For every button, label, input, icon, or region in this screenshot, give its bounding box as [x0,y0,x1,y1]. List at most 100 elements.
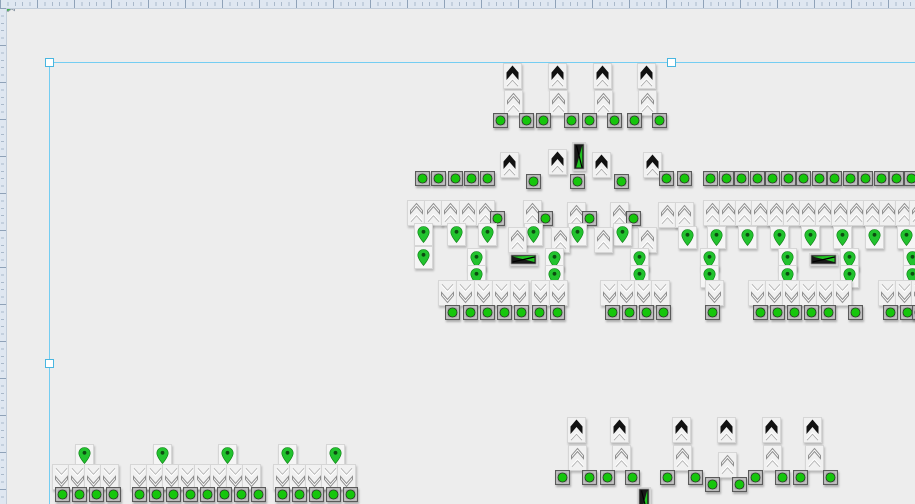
black-chevron-up-icon[interactable] [610,417,629,443]
green-led-icon[interactable] [874,171,889,186]
green-led-icon[interactable] [659,171,674,186]
lever-horizontal-icon[interactable] [509,253,538,266]
green-pin-icon[interactable] [613,223,632,246]
black-chevron-up-icon[interactable] [500,152,519,178]
green-pin-icon[interactable] [897,226,915,249]
green-led-icon[interactable] [200,487,215,502]
green-led-icon[interactable] [464,171,479,186]
green-led-icon[interactable] [132,487,147,502]
green-led-icon[interactable] [904,171,915,186]
green-led-icon[interactable] [497,305,512,320]
green-led-icon[interactable] [526,174,541,189]
green-pin-icon[interactable] [770,226,789,249]
selection-handle-top-left[interactable] [45,58,54,67]
green-led-icon[interactable] [677,171,692,186]
green-led-icon[interactable] [804,305,819,320]
green-pin-icon[interactable] [414,246,433,269]
green-led-icon[interactable] [217,487,232,502]
green-led-icon[interactable] [793,470,808,485]
white-chevron-down-icon[interactable] [474,280,493,306]
green-pin-icon[interactable] [865,226,884,249]
green-led-icon[interactable] [607,113,622,128]
green-pin-icon[interactable] [678,226,697,249]
green-led-icon[interactable] [823,470,838,485]
green-pin-icon[interactable] [568,223,587,246]
black-chevron-up-icon[interactable] [592,152,611,178]
lever-vertical-icon[interactable] [637,487,651,504]
white-chevron-down-icon[interactable] [651,280,670,306]
lever-vertical-icon[interactable] [572,142,586,171]
green-led-icon[interactable] [309,487,324,502]
green-led-icon[interactable] [415,171,430,186]
green-led-icon[interactable] [639,305,654,320]
green-led-icon[interactable] [775,470,790,485]
green-led-icon[interactable] [614,174,629,189]
green-led-icon[interactable] [149,487,164,502]
green-led-icon[interactable] [652,113,667,128]
black-chevron-up-icon[interactable] [567,417,586,443]
green-led-icon[interactable] [787,305,802,320]
green-led-icon[interactable] [570,174,585,189]
green-pin-icon[interactable] [833,226,852,249]
black-chevron-up-icon[interactable] [637,63,656,89]
green-led-icon[interactable] [688,470,703,485]
green-led-icon[interactable] [605,305,620,320]
green-pin-icon[interactable] [707,226,726,249]
green-led-icon[interactable] [448,171,463,186]
green-led-icon[interactable] [275,487,290,502]
green-led-icon[interactable] [770,305,785,320]
green-led-icon[interactable] [821,305,836,320]
white-chevron-up-icon[interactable] [594,227,613,253]
green-led-icon[interactable] [732,477,747,492]
green-led-icon[interactable] [812,171,827,186]
green-led-icon[interactable] [719,171,734,186]
green-pin-icon[interactable] [801,226,820,249]
green-led-icon[interactable] [536,113,551,128]
green-led-icon[interactable] [480,171,495,186]
black-chevron-up-icon[interactable] [548,63,567,89]
green-led-icon[interactable] [166,487,181,502]
white-chevron-up-icon[interactable] [909,200,915,226]
green-led-icon[interactable] [705,305,720,320]
green-led-icon[interactable] [843,171,858,186]
green-led-icon[interactable] [796,171,811,186]
green-led-icon[interactable] [550,305,565,320]
green-led-icon[interactable] [753,305,768,320]
green-led-icon[interactable] [660,470,675,485]
black-chevron-up-icon[interactable] [593,63,612,89]
selection-handle-top-center[interactable] [667,58,676,67]
white-chevron-down-icon[interactable] [510,280,529,306]
green-pin-icon[interactable] [738,226,757,249]
green-pin-icon[interactable] [414,223,433,246]
green-led-icon[interactable] [431,171,446,186]
green-led-icon[interactable] [827,171,842,186]
green-led-icon[interactable] [519,113,534,128]
lever-horizontal-icon[interactable] [809,253,838,266]
white-chevron-down-icon[interactable] [911,280,915,306]
green-led-icon[interactable] [582,470,597,485]
green-pin-icon[interactable] [447,223,466,246]
design-canvas[interactable] [0,0,915,504]
green-led-icon[interactable] [582,113,597,128]
white-chevron-down-icon[interactable] [531,280,550,306]
black-chevron-up-icon[interactable] [717,417,736,443]
green-led-icon[interactable] [326,487,341,502]
green-led-icon[interactable] [463,305,478,320]
green-led-icon[interactable] [600,470,615,485]
green-led-icon[interactable] [750,171,765,186]
green-led-icon[interactable] [564,113,579,128]
green-led-icon[interactable] [858,171,873,186]
white-chevron-down-icon[interactable] [833,280,852,306]
green-led-icon[interactable] [106,487,121,502]
white-chevron-down-icon[interactable] [549,280,568,306]
green-led-icon[interactable] [445,305,460,320]
green-led-icon[interactable] [781,171,796,186]
green-led-icon[interactable] [183,487,198,502]
green-led-icon[interactable] [889,171,904,186]
white-chevron-up-icon[interactable] [568,445,587,471]
green-led-icon[interactable] [555,470,570,485]
white-chevron-up-icon[interactable] [718,452,737,478]
green-led-icon[interactable] [72,487,87,502]
green-led-icon[interactable] [625,470,640,485]
green-led-icon[interactable] [532,305,547,320]
